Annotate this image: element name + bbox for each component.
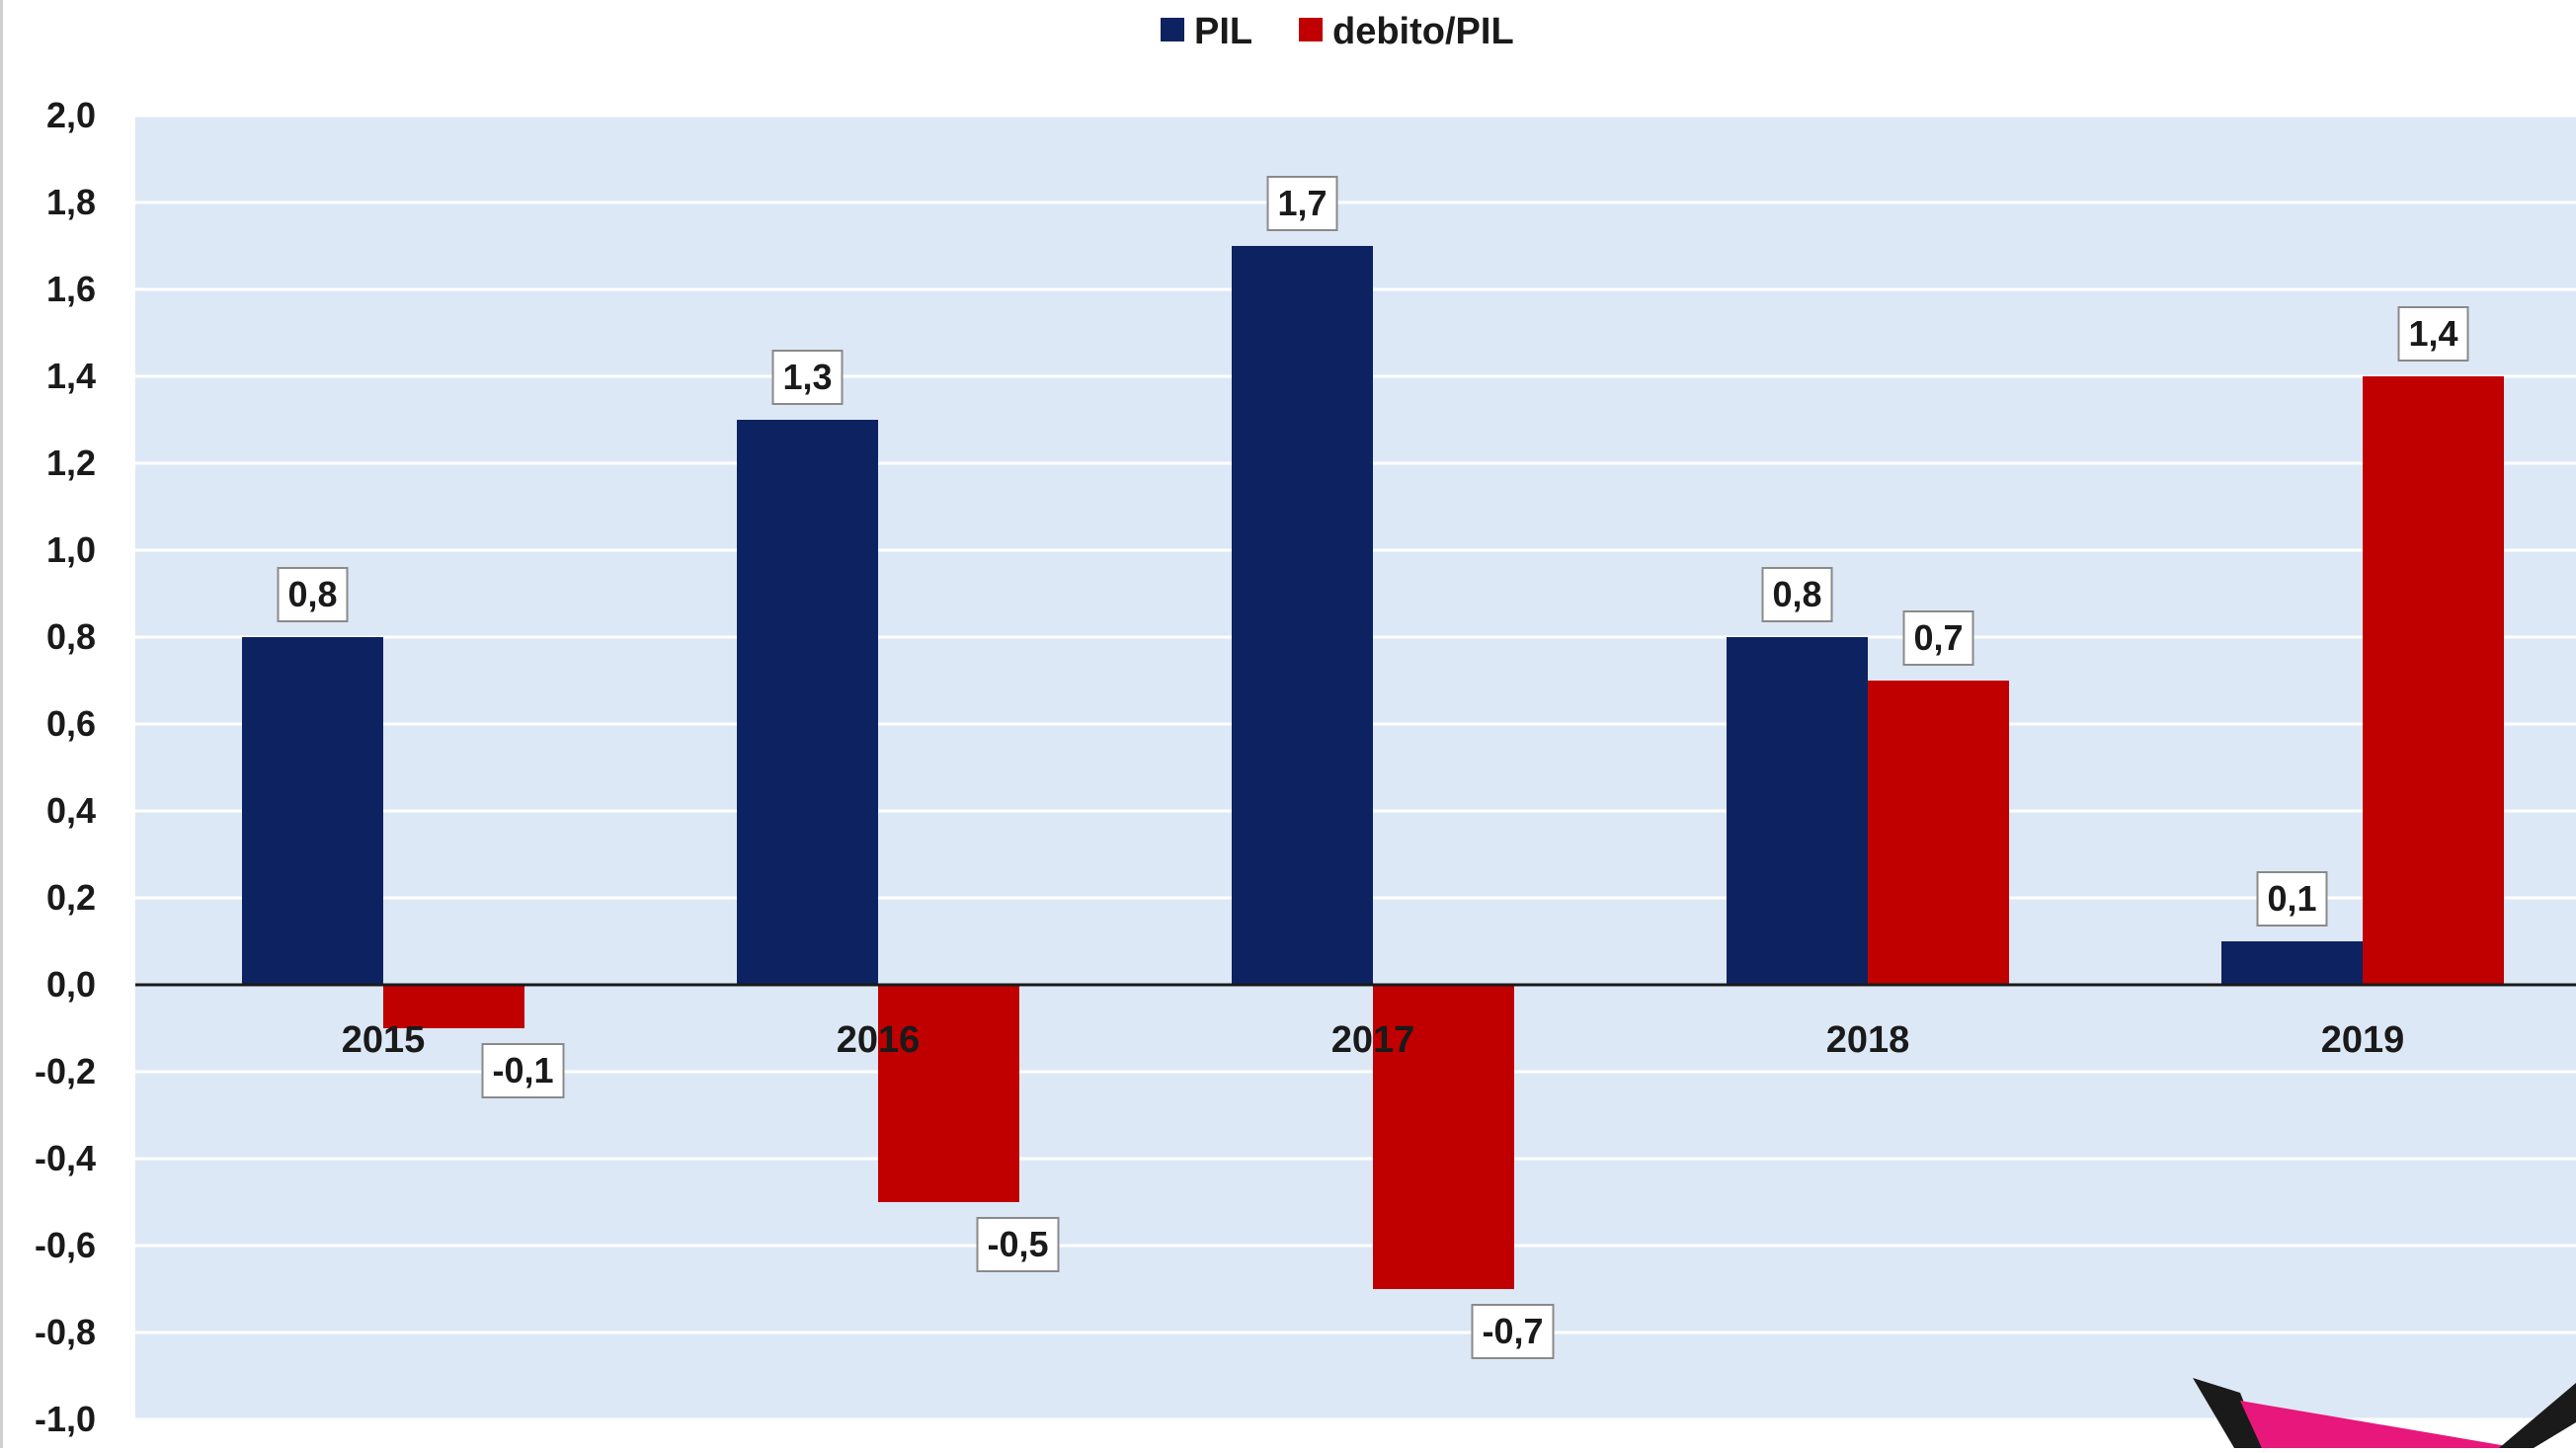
data-label: -0,1 (492, 1050, 553, 1090)
dark-corner-shape (2499, 1383, 2576, 1448)
data-label-box (1902, 610, 1974, 666)
y-tick-label: -1,0 (35, 1399, 96, 1439)
bars (242, 246, 2504, 1289)
legend-label: debito/PIL (1332, 11, 1514, 52)
corner-decoration (2193, 1378, 2576, 1448)
legend-label: PIL (1194, 11, 1252, 52)
data-label-box (1471, 1304, 1555, 1359)
y-tick-label: 0,4 (46, 790, 96, 831)
y-tick-label: 1,4 (46, 356, 96, 396)
y-tick-label: 1,6 (46, 269, 96, 309)
x-category-label: 2016 (837, 1019, 921, 1061)
bar-pil (737, 420, 878, 985)
bar-pil (242, 637, 383, 985)
y-tick-label: -0,4 (35, 1138, 96, 1178)
data-label-box (277, 567, 349, 622)
data-label: 0,8 (1772, 574, 1821, 614)
legend-swatch (1161, 18, 1184, 41)
data-label-box (1266, 176, 1338, 231)
y-tick-label: 1,8 (46, 182, 96, 222)
bar-pil (1727, 637, 1868, 985)
left-border (0, 0, 3, 1448)
bar-pil (1232, 246, 1373, 985)
data-label-box (976, 1217, 1060, 1272)
y-tick-label: 0,0 (46, 964, 96, 1005)
x-category-label: 2017 (1331, 1019, 1415, 1061)
y-tick-label: 1,2 (46, 443, 96, 483)
dark-arrow-shape (2193, 1378, 2262, 1448)
bar-debito-pil (2363, 376, 2504, 985)
y-tick-label: 0,8 (46, 616, 96, 657)
data-label: -0,7 (1482, 1311, 1543, 1351)
y-tick-label: -0,2 (35, 1051, 96, 1091)
data-label-box (771, 350, 844, 405)
bar-debito-pil (383, 985, 524, 1028)
legend: PIL debito/PIL (1161, 11, 1514, 52)
data-label-box (2397, 306, 2469, 362)
x-category-label: 2015 (342, 1019, 426, 1061)
y-tick-label: 2,0 (46, 95, 96, 135)
y-axis-ticks: 2,0 1,8 1,6 1,4 1,2 1,0 0,8 0,6 0,4 0,2 0,0 -0,2 -0,… (35, 95, 96, 1439)
data-label: 1,3 (782, 357, 832, 397)
data-label-box (481, 1043, 565, 1098)
data-label: 0,7 (1913, 617, 1963, 658)
bar-debito-pil (1868, 681, 2009, 985)
data-label: 0,1 (2267, 878, 2316, 919)
data-label-box (2256, 871, 2328, 927)
x-axis-categories: 2015 2016 2017 2018 2019 (342, 1019, 2405, 1061)
y-tick-label: 1,0 (46, 529, 96, 570)
x-category-label: 2018 (1826, 1019, 1910, 1061)
bar-debito-pil (1373, 985, 1514, 1289)
legend-swatch (1299, 18, 1323, 41)
y-tick-label: -0,8 (35, 1312, 96, 1352)
data-labels: 0,8 -0,1 1,3 -0,5 1,7 -0,7 0,8 0,7 0,1 1,4 (277, 176, 2469, 1359)
x-category-label: 2019 (2321, 1019, 2405, 1061)
data-label: 1,4 (2408, 313, 2457, 354)
pink-arrow-shape (2240, 1401, 2519, 1448)
y-tick-label: 0,6 (46, 703, 96, 744)
data-label: 0,8 (287, 574, 337, 614)
data-label-box (1761, 567, 1833, 622)
data-label: -0,5 (987, 1224, 1048, 1264)
bar-pil (2221, 941, 2363, 985)
bar-debito-pil (878, 985, 1019, 1202)
data-label: 1,7 (1277, 183, 1327, 223)
y-tick-label: -0,6 (35, 1225, 96, 1265)
y-tick-label: 0,2 (46, 877, 96, 918)
